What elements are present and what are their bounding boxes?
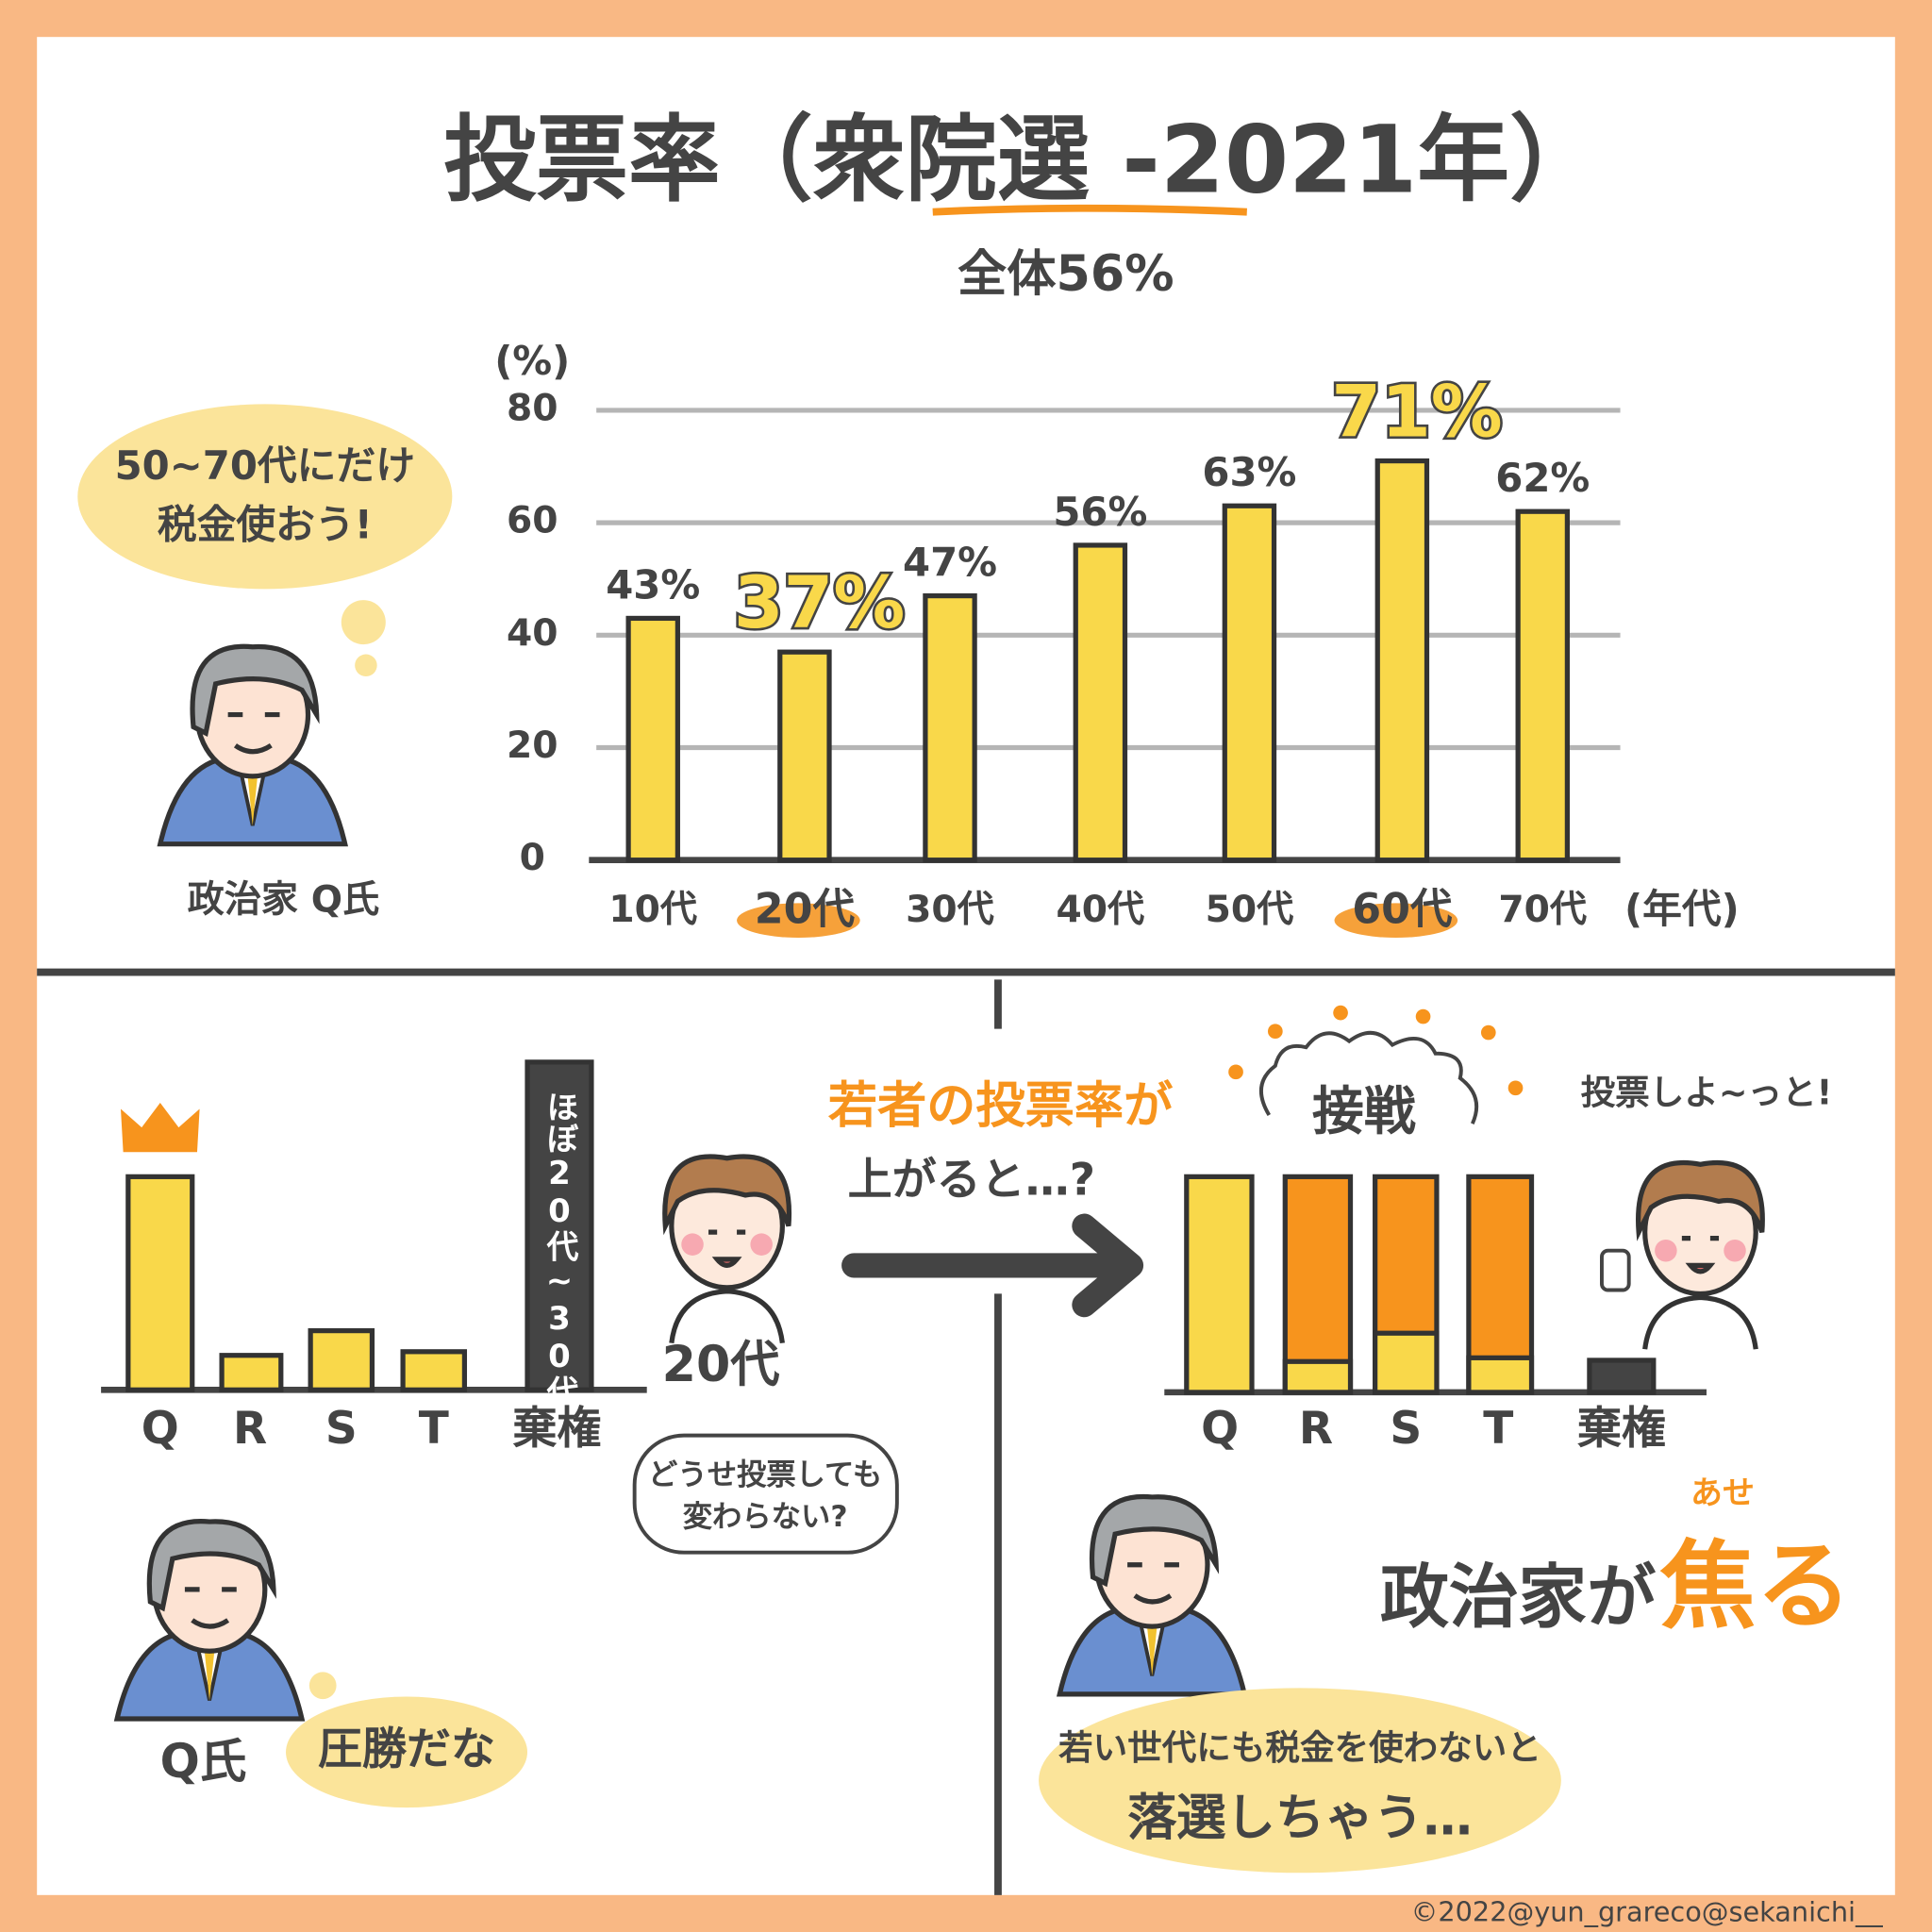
result-text: 政治家が (1380, 1557, 1657, 1638)
caption: 若者の投票率が (828, 1078, 1174, 1135)
decoration (1228, 1064, 1243, 1080)
candidate-label: T (1483, 1403, 1513, 1455)
candidate-labels: Q R S T 棄権 (142, 1403, 602, 1455)
thought-bubble (1039, 1688, 1561, 1874)
thought-bubble (77, 404, 453, 590)
decoration (1333, 1005, 1348, 1021)
thought-dot (341, 600, 386, 645)
x-tick-label: 40代 (1057, 889, 1145, 931)
youth-figure (665, 1157, 790, 1343)
category-highlight (737, 903, 860, 938)
crown (121, 1102, 200, 1153)
bubble-text: 落選しちゃう… (1127, 1790, 1473, 1846)
value-label: 71% (1331, 371, 1502, 454)
abstain-note: ほぼ20代~30代 (541, 1091, 579, 1407)
thought-dot (355, 654, 377, 677)
value-label: 63% (1202, 449, 1296, 495)
phone (1600, 1248, 1631, 1292)
schematic-bar (1587, 1357, 1657, 1395)
candidate-label: 棄権 (1577, 1403, 1666, 1455)
politician-label: Q氏 (160, 1734, 247, 1789)
bubble-text: 圧勝だな (318, 1724, 495, 1775)
candidate-label: R (233, 1403, 267, 1455)
arrow (841, 1213, 1144, 1318)
ruby: あせ (1690, 1474, 1755, 1512)
schematic-bar (525, 1059, 594, 1392)
value-label: 43% (606, 561, 700, 608)
schematic-bar (1466, 1355, 1535, 1395)
y-tick-label: 80 (507, 387, 558, 429)
candidate-label: S (325, 1403, 358, 1455)
result-emphasis: 焦る (1659, 1531, 1852, 1643)
candidate-label: R (1299, 1403, 1333, 1455)
x-tick-label: 30代 (906, 889, 994, 931)
candidate-label: S (1390, 1403, 1422, 1455)
candidate-labels: Q R S T 棄権 (1201, 1403, 1666, 1455)
bar (1515, 508, 1570, 863)
value-label: 47% (903, 539, 997, 585)
bubble-text: 変わらない? (683, 1500, 848, 1534)
x-tick-label: 60代 (1352, 886, 1453, 934)
y-tick-label: 20 (507, 724, 558, 767)
schematic-bar (219, 1353, 284, 1392)
value-label: 37% (734, 561, 905, 644)
bar (777, 649, 832, 863)
youth-figure (1639, 1163, 1763, 1350)
youth-label: 20代 (662, 1337, 780, 1393)
schematic-bar (1373, 1330, 1440, 1395)
bar (1222, 503, 1277, 863)
schematic-bar (125, 1174, 195, 1392)
value-label: 56% (1053, 489, 1147, 535)
title-underline (932, 204, 1247, 216)
bar (1374, 458, 1430, 863)
decoration (1480, 1024, 1496, 1041)
schematic-bar (1282, 1358, 1354, 1395)
bubble-text: どうせ投票しても (648, 1458, 882, 1492)
sparkle-outline (1258, 1030, 1479, 1124)
bubble-text: 税金使おう! (158, 502, 373, 548)
y-tick-label: 60 (507, 500, 558, 542)
thought-bubble (286, 1696, 528, 1808)
speech-bubble (632, 1433, 899, 1555)
chart-title: 投票率（衆院選 -2021年） (443, 107, 1602, 215)
candidate-label: Q (142, 1403, 179, 1455)
schematic-bar (1184, 1174, 1255, 1395)
category-highlight (1334, 903, 1458, 938)
sparkles (1228, 1005, 1524, 1096)
bubble-text: 50~70代にだけ (115, 442, 415, 489)
bar-chart: 0 20 40 60 80 10代 43% 20代 37% 30代 47% 40代 56% 50代 63% 6… (507, 368, 1621, 938)
person-label: 政治家 Q氏 (188, 879, 380, 922)
bar (1073, 542, 1128, 863)
y-tick-label: 40 (507, 612, 558, 655)
caption: 上がると…? (848, 1154, 1095, 1206)
bubble-text: 若い世代にも税金を使わないと (1058, 1727, 1541, 1768)
y-axis-label: (%) (494, 338, 570, 384)
candidate-label: Q (1201, 1403, 1239, 1455)
candidate-label: 棄権 (512, 1403, 601, 1455)
schematic-bar (400, 1349, 468, 1392)
thought-dot (308, 1672, 337, 1700)
value-label: 62% (1495, 455, 1590, 501)
y-tick-label: 0 (520, 837, 545, 879)
bar (625, 615, 680, 863)
x-tick-label: 20代 (755, 886, 856, 934)
decoration (1507, 1080, 1524, 1096)
headline: 接戦 (1312, 1081, 1416, 1141)
youth-speech: 投票しよ~っと! (1581, 1072, 1833, 1112)
x-tick-label: 70代 (1498, 889, 1587, 931)
x-axis-label: (年代) (1624, 886, 1740, 932)
x-tick-label: 50代 (1206, 889, 1294, 931)
x-tick-label: 10代 (608, 889, 697, 931)
chart-subtitle: 全体56% (958, 246, 1174, 303)
decoration (1268, 1024, 1283, 1040)
panel (37, 37, 1895, 1895)
schematic-bar (308, 1327, 375, 1392)
credit: ©2022@yun_grareco@sekanichi__ (1411, 1895, 1884, 1927)
decoration (1415, 1008, 1431, 1024)
bar (923, 592, 977, 863)
candidate-label: T (419, 1403, 449, 1455)
